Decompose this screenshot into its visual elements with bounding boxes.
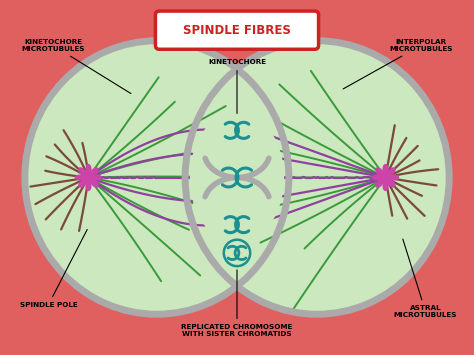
Ellipse shape — [185, 41, 449, 314]
Ellipse shape — [389, 174, 399, 181]
Ellipse shape — [375, 179, 384, 188]
Ellipse shape — [85, 181, 91, 191]
Ellipse shape — [387, 179, 396, 188]
Ellipse shape — [383, 164, 389, 174]
Text: ASTRAL
MICROTUBULES: ASTRAL MICROTUBULES — [394, 239, 457, 318]
Text: KINETOCHORE: KINETOCHORE — [208, 59, 266, 114]
Ellipse shape — [75, 174, 85, 181]
Circle shape — [379, 171, 392, 184]
Ellipse shape — [375, 167, 384, 176]
Ellipse shape — [78, 167, 87, 176]
Circle shape — [82, 171, 95, 184]
Text: INTERPOLAR
MICROTUBULES: INTERPOLAR MICROTUBULES — [343, 39, 453, 89]
Ellipse shape — [190, 111, 284, 244]
Ellipse shape — [90, 179, 99, 188]
Ellipse shape — [78, 179, 87, 188]
Text: SPINDLE FIBRES: SPINDLE FIBRES — [183, 24, 291, 37]
Ellipse shape — [90, 167, 99, 176]
Ellipse shape — [92, 174, 102, 181]
Ellipse shape — [372, 174, 382, 181]
Text: REPLICATED CHROMOSOME
WITH SISTER CHROMATIDS: REPLICATED CHROMOSOME WITH SISTER CHROMA… — [182, 270, 292, 337]
Ellipse shape — [383, 181, 389, 191]
Ellipse shape — [387, 167, 396, 176]
FancyBboxPatch shape — [155, 11, 319, 49]
Ellipse shape — [25, 41, 289, 314]
Text: SPINDLE POLE: SPINDLE POLE — [19, 229, 87, 308]
Text: KINETOCHORE
MICROTUBULES: KINETOCHORE MICROTUBULES — [21, 39, 131, 93]
Ellipse shape — [85, 164, 91, 174]
